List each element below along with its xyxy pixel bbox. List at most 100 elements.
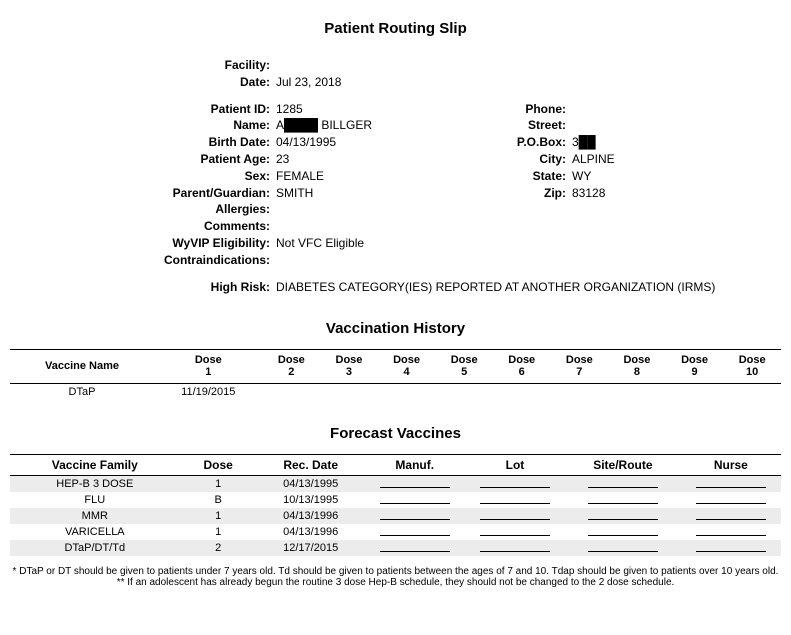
fc-col-header: Site/Route <box>565 454 681 475</box>
date-value: Jul 23, 2018 <box>276 74 496 91</box>
facility-value <box>276 57 496 74</box>
sex-value: FEMALE <box>276 168 496 185</box>
city-label: City: <box>496 151 572 168</box>
blank-field <box>380 509 450 520</box>
fc-cell: 10/13/1995 <box>257 492 365 508</box>
fc-cell: VARICELLA <box>10 524 180 540</box>
vh-dose-cell <box>666 383 724 400</box>
fc-cell: DTaP/DT/Td <box>10 540 180 556</box>
phone-value <box>572 101 781 118</box>
blank-field <box>480 509 550 520</box>
vh-col-vaccine: Vaccine Name <box>10 350 154 383</box>
fc-cell <box>465 475 565 492</box>
patient-id-value: 1285 <box>276 101 496 118</box>
city-value: ALPINE <box>572 151 781 168</box>
fc-cell: HEP-B 3 DOSE <box>10 475 180 492</box>
fc-cell <box>565 508 681 524</box>
fc-cell: FLU <box>10 492 180 508</box>
age-value: 23 <box>276 151 496 168</box>
allergies-label: Allergies: <box>10 201 276 218</box>
vh-col-dose: Dose8 <box>608 350 666 383</box>
vh-col-dose: Dose3 <box>320 350 378 383</box>
footnote-2: ** If an adolescent has already begun th… <box>10 577 781 588</box>
vh-dose-cell <box>493 383 551 400</box>
zip-label: Zip: <box>496 185 572 202</box>
blank-field <box>696 509 766 520</box>
blank-field <box>696 493 766 504</box>
forecast-table: Vaccine FamilyDoseRec. DateManuf.LotSite… <box>10 454 781 556</box>
fc-cell <box>681 475 781 492</box>
fc-cell: B <box>180 492 257 508</box>
vh-dose-cell <box>608 383 666 400</box>
fc-col-header: Rec. Date <box>257 454 365 475</box>
fc-col-header: Nurse <box>681 454 781 475</box>
vh-col-dose: Dose9 <box>666 350 724 383</box>
vh-row: DTaP11/19/2015 <box>10 383 781 400</box>
fc-cell <box>565 540 681 556</box>
contra-label: Contraindications: <box>10 252 276 269</box>
fc-cell <box>365 492 465 508</box>
vh-dose-cell <box>263 383 321 400</box>
fc-cell <box>465 540 565 556</box>
fc-cell: 04/13/1996 <box>257 508 365 524</box>
header-block: Facility: Date: Jul 23, 2018 <box>10 57 781 91</box>
fc-row: VARICELLA104/13/1996 <box>10 524 781 540</box>
vh-vaccine-name: DTaP <box>10 383 154 400</box>
fc-cell <box>565 475 681 492</box>
fc-cell <box>681 524 781 540</box>
forecast-title: Forecast Vaccines <box>10 425 781 442</box>
fc-cell: 1 <box>180 475 257 492</box>
blank-field <box>696 525 766 536</box>
sex-label: Sex: <box>10 168 276 185</box>
fc-col-header: Vaccine Family <box>10 454 180 475</box>
blank-field <box>480 493 550 504</box>
fc-cell <box>465 492 565 508</box>
highrisk-label: High Risk: <box>10 279 276 296</box>
blank-field <box>588 509 658 520</box>
fc-cell <box>565 492 681 508</box>
fc-cell <box>681 540 781 556</box>
fc-cell: MMR <box>10 508 180 524</box>
blank-field <box>696 477 766 488</box>
fc-row: FLUB10/13/1995 <box>10 492 781 508</box>
page-title: Patient Routing Slip <box>10 20 781 37</box>
vh-dose-cell <box>320 383 378 400</box>
fc-cell: 2 <box>180 540 257 556</box>
fc-cell <box>365 475 465 492</box>
fc-col-header: Manuf. <box>365 454 465 475</box>
footnote-1: * DTaP or DT should be given to patients… <box>10 566 781 577</box>
blank-field <box>588 493 658 504</box>
blank-field <box>380 477 450 488</box>
fc-cell <box>465 508 565 524</box>
vh-dose-cell: 11/19/2015 <box>154 383 263 400</box>
allergies-value <box>276 201 496 218</box>
state-label: State: <box>496 168 572 185</box>
fc-cell: 1 <box>180 508 257 524</box>
vh-dose-cell <box>435 383 493 400</box>
vh-dose-cell <box>378 383 436 400</box>
birth-value: 04/13/1995 <box>276 134 496 151</box>
blank-field <box>480 525 550 536</box>
fc-col-header: Lot <box>465 454 565 475</box>
fc-row: HEP-B 3 DOSE104/13/1995 <box>10 475 781 492</box>
pobox-label: P.O.Box: <box>496 134 572 151</box>
fc-row: DTaP/DT/Td212/17/2015 <box>10 540 781 556</box>
highrisk-value: DIABETES CATEGORY(IES) REPORTED AT ANOTH… <box>276 279 781 296</box>
blank-field <box>380 493 450 504</box>
fc-cell: 12/17/2015 <box>257 540 365 556</box>
blank-field <box>588 477 658 488</box>
blank-field <box>480 541 550 552</box>
vh-dose-cell <box>551 383 609 400</box>
comments-label: Comments: <box>10 218 276 235</box>
fc-cell: 04/13/1995 <box>257 475 365 492</box>
street-label: Street: <box>496 117 572 134</box>
zip-value: 83128 <box>572 185 781 202</box>
footnotes: * DTaP or DT should be given to patients… <box>10 566 781 588</box>
name-value: A████ BILLGER <box>276 117 496 134</box>
vh-col-dose: Dose5 <box>435 350 493 383</box>
blank-field <box>380 541 450 552</box>
fc-cell <box>365 540 465 556</box>
vh-col-dose: Dose7 <box>551 350 609 383</box>
comments-value <box>276 218 496 235</box>
guardian-label: Parent/Guardian: <box>10 185 276 202</box>
